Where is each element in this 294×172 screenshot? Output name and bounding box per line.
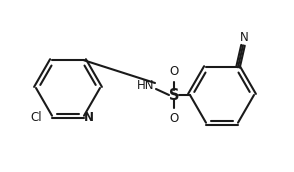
- Text: O: O: [169, 112, 179, 126]
- Text: N: N: [84, 111, 94, 124]
- Text: Cl: Cl: [30, 111, 42, 124]
- Text: N: N: [240, 31, 248, 44]
- Text: S: S: [169, 88, 179, 103]
- Text: HN: HN: [137, 78, 155, 92]
- Text: O: O: [169, 64, 179, 78]
